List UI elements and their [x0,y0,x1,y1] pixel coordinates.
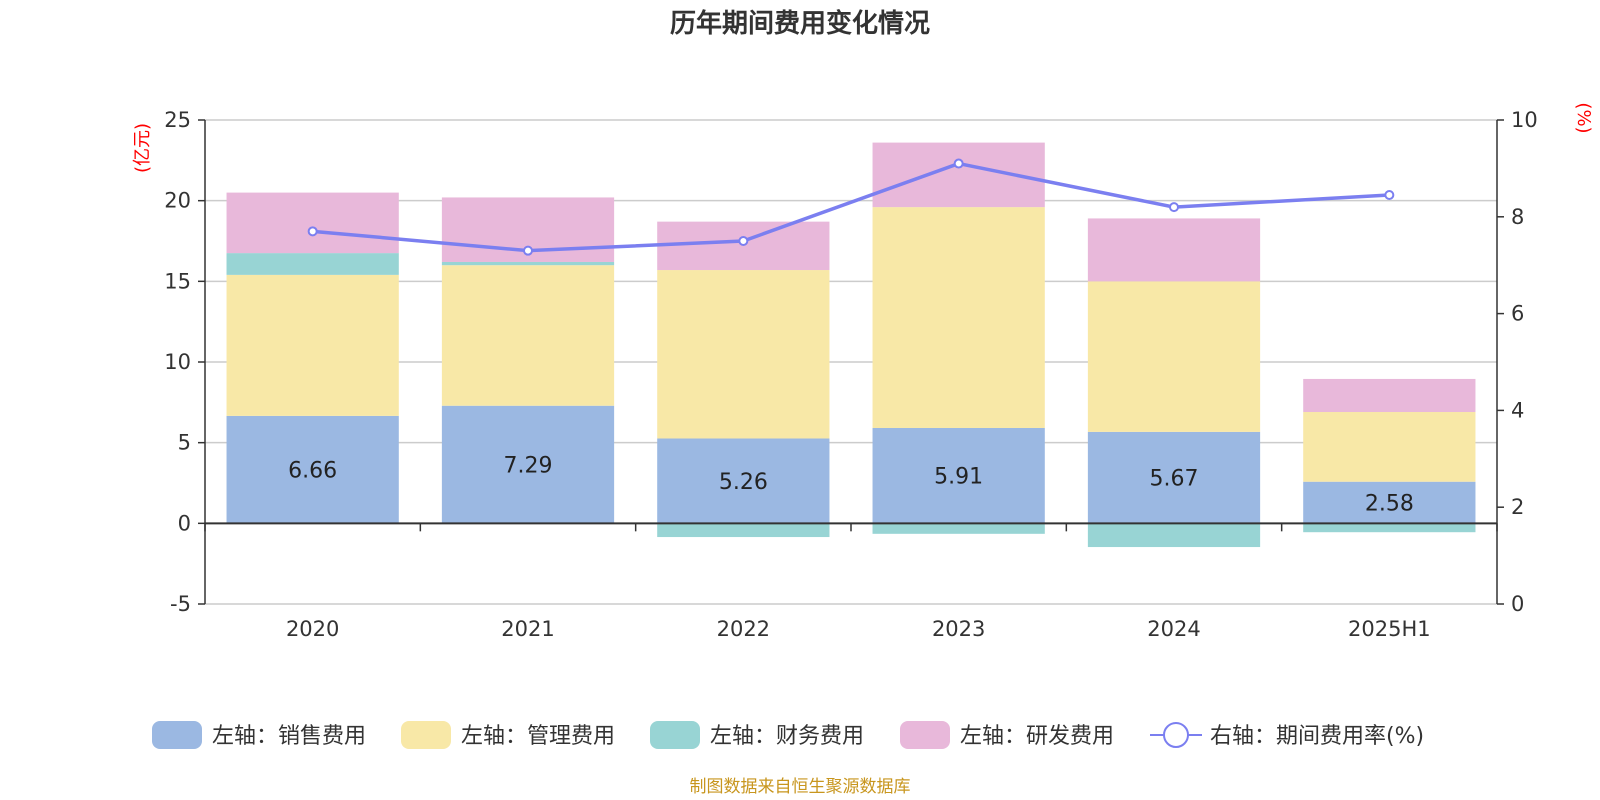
x-axis-tick-label: 2023 [932,617,985,641]
rate-line-series [307,158,1395,256]
right-axis-tick-label: 10 [1511,108,1538,132]
x-axis-tick-label: 2021 [501,617,554,641]
legend-label-0: 左轴：销售费用 [212,724,366,749]
x-axis-tick-label: 2025H1 [1348,617,1431,641]
bar-2-2020 [226,253,399,275]
right-axis-unit: (%) [1573,102,1594,133]
left-axis-tick-label: 0 [178,511,191,535]
tick-labels: -5 0 5 10 15 20 25 0 2 4 6 8 10 2020 2021 2022 2023 2024 2… [164,108,1537,641]
bar-1-2023 [872,207,1045,428]
left-axis-tick-label: 25 [164,108,191,132]
right-axis-tick-label: 2 [1511,495,1524,519]
bar-data-label: 7.29 [504,454,553,479]
legend-swatch-1 [401,721,451,749]
right-axis-tick-label: 4 [1511,398,1524,422]
left-axis-tick-label: 5 [178,431,191,455]
left-axis-tick-label: 20 [164,189,191,213]
right-axis-tick-label: 6 [1511,302,1524,326]
source-note: 制图数据来自恒生聚源数据库 [690,777,911,797]
legend-label-4: 右轴：期间费用率(%) [1210,724,1424,749]
bar-data-label: 6.66 [288,459,337,484]
bar-2-2025H1 [1303,523,1476,533]
legend: 左轴：销售费用 左轴：管理费用 左轴：财务费用 左轴：研发费用 右轴：期间费用率(%) [152,721,1424,749]
legend-label-3: 左轴：研发费用 [960,724,1114,749]
right-axis-tick-label: 0 [1511,592,1524,616]
bar-0-2025H1 [1303,481,1476,524]
bar-0-2023 [872,427,1045,524]
rate-point-2025H1 [1384,190,1395,201]
bar-2-2023 [872,523,1045,534]
bar-data-label: 2.58 [1365,492,1414,517]
left-axis-tick-label: -5 [170,592,191,616]
bar-data-label: 5.67 [1150,467,1199,492]
bar-3-2020 [226,192,399,254]
right-axis-tick-label: 8 [1511,205,1524,229]
legend-swatch-3 [900,721,950,749]
rate-point-2022 [738,236,749,246]
bar-0-2021 [441,405,615,524]
bar-data-label: 5.91 [934,465,983,490]
axes [198,119,1504,605]
x-axis-tick-label: 2022 [717,617,770,641]
x-axis-tick-label: 2020 [286,617,339,641]
rate-point-2021 [523,245,533,256]
bar-0-2020 [226,415,399,524]
bar-3-2024 [1087,218,1261,282]
bar-data-labels: 6.66 7.29 5.26 5.91 5.67 2.58 [288,454,1414,517]
bar-1-2020 [226,274,399,416]
bar-data-label: 5.26 [719,470,768,495]
chart-title: 历年期间费用变化情况 [670,8,930,39]
legend-swatch-0 [152,721,202,749]
legend-swatch-2 [650,721,700,749]
rate-point-2020 [307,226,318,237]
bar-2-2021 [441,261,615,266]
bar-3-2025H1 [1303,378,1476,413]
legend-marker-swatch [1163,722,1189,748]
rate-point-2024 [1169,202,1179,213]
rate-line [312,161,1390,253]
bar-1-2022 [657,270,830,439]
bar-0-2022 [657,438,830,524]
bar-2-2024 [1087,523,1261,548]
bar-1-2025H1 [1303,412,1476,482]
left-axis-unit: (亿元) [132,123,153,173]
legend-label-2: 左轴：财务费用 [710,724,864,749]
bar-0-2024 [1087,431,1261,524]
bar-series [226,142,1476,548]
left-axis-tick-label: 15 [164,269,191,293]
x-axis-tick-label: 2024 [1147,617,1200,641]
legend-label-1: 左轴：管理费用 [461,724,615,749]
rate-point-2023 [953,158,964,169]
bar-1-2021 [441,265,615,406]
bar-2-2022 [657,523,830,538]
left-axis-tick-label: 10 [164,350,191,374]
bar-1-2024 [1087,281,1261,432]
